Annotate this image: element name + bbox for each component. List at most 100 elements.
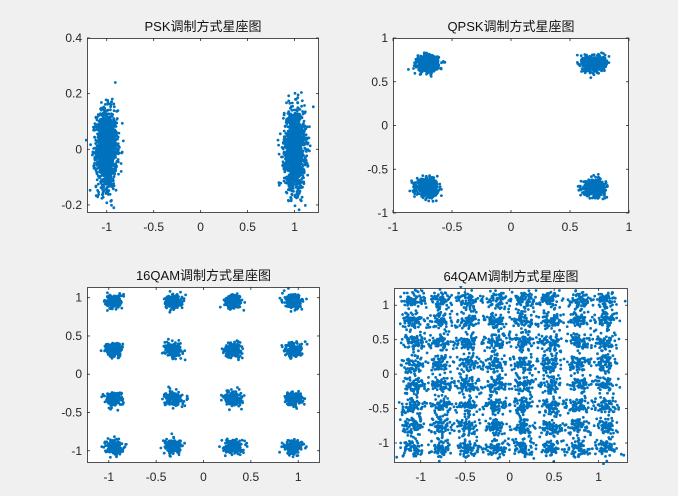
data-point [287,110,291,113]
data-point [423,178,427,181]
data-point [107,172,111,176]
data-point [110,161,113,164]
data-point [592,186,596,190]
data-point [114,139,117,142]
data-point [105,201,109,205]
data-point [104,115,108,119]
data-point [440,194,443,198]
data-point [107,139,111,143]
data-point [277,181,281,185]
data-point [107,133,111,137]
data-point [97,125,101,129]
data-point [99,106,103,110]
data-point [96,166,100,170]
data-point [292,153,296,157]
data-point [277,152,281,156]
data-point [287,129,291,133]
data-point [287,184,291,188]
data-point [102,105,106,109]
data-point [104,134,107,138]
data-point [295,120,299,124]
data-point [594,175,597,179]
data-point [283,136,286,140]
data-point [93,122,97,125]
data-point [293,204,297,208]
data-point [282,176,286,180]
data-point [300,143,304,146]
data-point [115,131,119,135]
data-point [413,195,416,198]
data-point [101,188,104,191]
data-point [291,161,295,165]
data-point [296,101,300,105]
data-point [281,160,285,164]
data-point [110,182,113,186]
data-point [110,100,113,103]
data-point [288,161,292,165]
data-point [290,101,294,105]
data-point [102,113,106,117]
data-point [301,110,304,113]
data-point [411,189,415,193]
data-point [103,170,106,174]
data-point [108,115,111,119]
data-point [431,199,435,203]
data-point [297,123,300,126]
data-point [102,142,105,146]
data-point [295,195,299,199]
data-point [105,131,109,135]
data-point [301,167,305,171]
data-point [302,125,306,129]
data-point [407,68,410,71]
data-point [284,181,288,185]
data-point [302,122,305,125]
data-point [413,71,417,75]
data-point [96,113,100,117]
data-point [603,196,607,200]
data-point [294,132,298,136]
data-point [288,156,291,160]
data-point [102,148,105,152]
data-point [438,182,442,186]
data-point [282,179,286,183]
data-point [109,103,113,107]
data-point [106,102,109,106]
data-point [277,183,281,187]
data-point [290,171,294,175]
data-point [111,138,115,142]
data-point [101,195,105,199]
data-point [93,128,96,132]
data-point [596,190,600,194]
data-point [113,136,117,140]
data-point [105,181,109,185]
data-point [589,188,592,191]
data-point [436,61,439,65]
data-point [305,137,309,141]
data-point [99,160,103,164]
data-point [306,173,310,177]
data-point [99,117,103,121]
data-point [285,118,289,122]
data-point [297,107,301,111]
x-tick-label: -1 [101,220,112,234]
data-point [288,112,291,116]
axes-box [87,38,319,213]
data-point [284,141,288,145]
data-point [429,73,433,77]
data-point [288,144,292,148]
data-point [577,188,581,192]
data-point [596,173,600,176]
data-point [576,61,579,64]
data-point [297,171,300,175]
data-point [435,185,439,189]
data-point [110,131,114,135]
data-point [580,187,584,191]
data-point [291,133,294,137]
data-point [296,159,300,162]
data-point [418,189,421,193]
data-point [428,189,432,193]
data-point [103,159,106,163]
data-point [296,125,300,129]
data-point [416,180,420,183]
